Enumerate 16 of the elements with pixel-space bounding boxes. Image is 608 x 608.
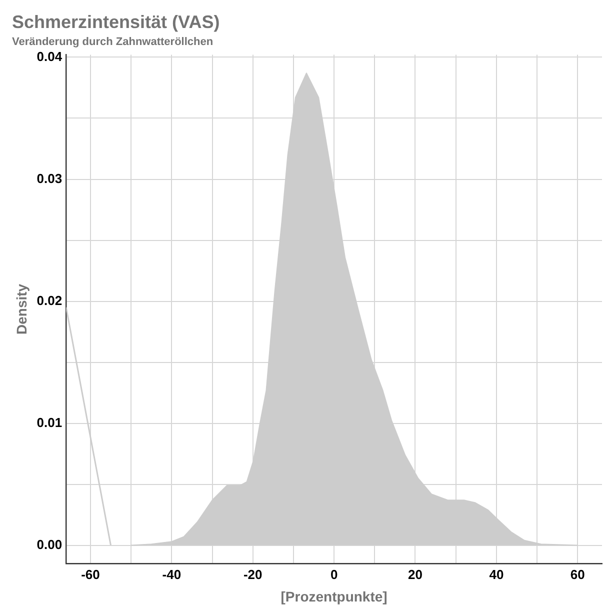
chart-subtitle: Veränderung durch Zahnwatteröllchen (12, 36, 214, 48)
x-tick-label: -40 (162, 566, 182, 582)
x-tick-label: 40 (489, 566, 504, 582)
y-tick-label: 0.04 (36, 48, 63, 64)
x-tick-label: 60 (570, 566, 585, 582)
x-tick-label: -20 (243, 566, 262, 582)
x-tick-label: 0 (330, 566, 338, 582)
y-tick-label: 0.02 (36, 292, 62, 308)
x-tick-label: 20 (408, 566, 422, 582)
chart-title: Schmerzintensität (VAS) (12, 12, 220, 32)
y-axis-title: Density (13, 284, 30, 334)
y-tick-label: 0.01 (36, 414, 62, 430)
y-tick-label: 0.03 (36, 170, 62, 186)
x-tick-label: -60 (81, 566, 100, 582)
x-axis-title: [Prozentpunkte] (280, 588, 388, 604)
y-tick-label: 0.00 (36, 536, 62, 552)
